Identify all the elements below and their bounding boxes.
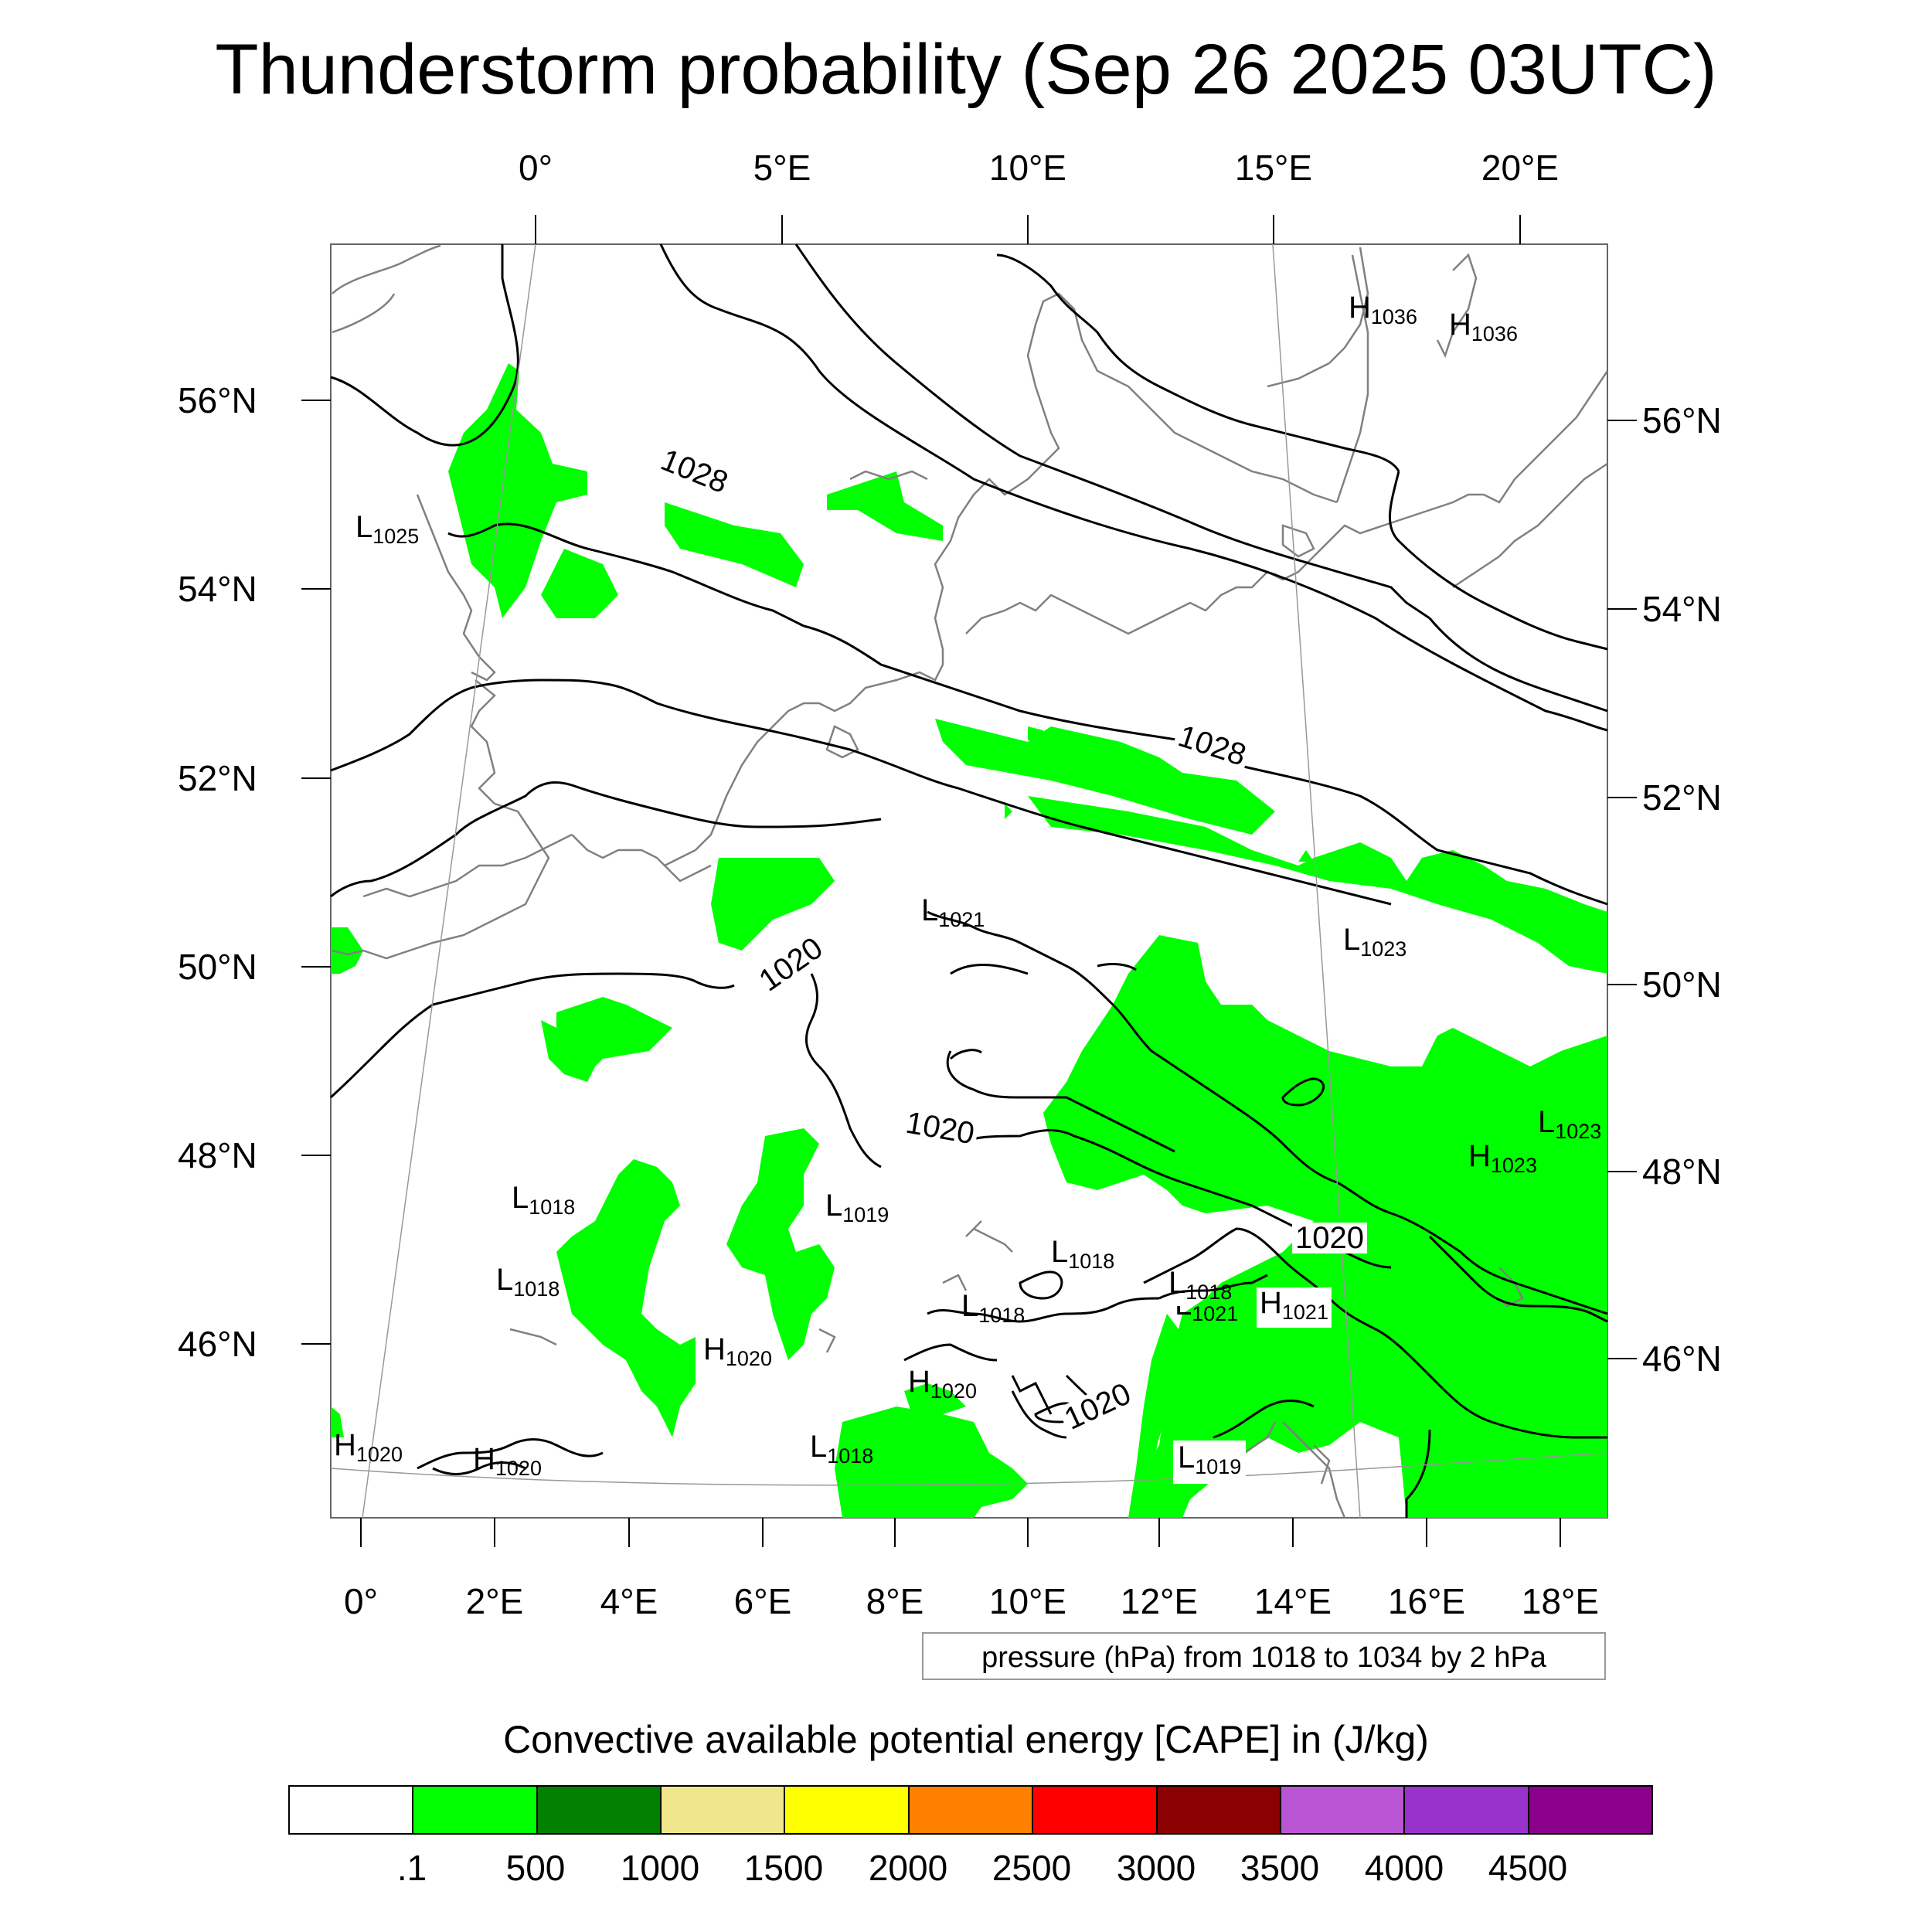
colorbar-label: 1500 — [743, 1848, 824, 1888]
left-lat-label: 50°N — [178, 947, 257, 987]
colorbar-swatch — [537, 1787, 662, 1833]
top-lon-label: 15°E — [1234, 148, 1313, 188]
bottom-lon-label: 6°E — [733, 1581, 792, 1621]
pressure-system-label: H1020 — [703, 1332, 772, 1370]
pressure-system-label: L1021 — [921, 893, 985, 931]
pressure-system-label: L1018 — [496, 1263, 560, 1301]
pressure-system-label: H1036 — [1449, 308, 1518, 345]
pressure-system-label: H1023 — [1468, 1139, 1537, 1177]
pressure-system-label: L1018 — [1168, 1266, 1233, 1304]
isobar-label: 1020 — [1292, 1223, 1367, 1253]
colorbar-swatch — [1157, 1787, 1281, 1833]
top-lon-label: 20°E — [1481, 148, 1560, 188]
colorbar-label: 4000 — [1364, 1848, 1444, 1888]
bottom-lon-label: 18°E — [1521, 1581, 1600, 1621]
colorbar-label: 4500 — [1488, 1848, 1568, 1888]
colorbar-label: .1 — [396, 1848, 427, 1888]
axis-ticks — [301, 215, 1637, 1547]
bottom-lon-label: 4°E — [600, 1581, 658, 1621]
colorbar-swatch — [1405, 1787, 1529, 1833]
bottom-lon-label: 14°E — [1253, 1581, 1332, 1621]
colorbar-label: 1000 — [620, 1848, 700, 1888]
colorbar-label: 3500 — [1240, 1848, 1320, 1888]
bottom-lon-label: 10°E — [988, 1581, 1067, 1621]
colorbar-label: 3000 — [1116, 1848, 1196, 1888]
pressure-system-label: L1018 — [512, 1181, 576, 1219]
colorbar-label: 2000 — [868, 1848, 948, 1888]
pressure-system-label: L1018 — [1051, 1235, 1115, 1273]
bottom-lon-label: 12°E — [1120, 1581, 1199, 1621]
colorbar-swatch — [1033, 1787, 1158, 1833]
isobars — [329, 243, 1608, 1518]
pressure-system-label: H1036 — [1349, 291, 1417, 328]
colorbar-swatch — [413, 1787, 538, 1833]
bottom-lon-label: 0° — [344, 1581, 378, 1621]
right-lat-label: 52°N — [1642, 777, 1722, 818]
left-lat-label: 48°N — [178, 1135, 257, 1175]
left-lat-label: 52°N — [178, 758, 257, 798]
bottom-lon-label: 2°E — [465, 1581, 524, 1621]
colorbar-swatch — [1281, 1787, 1406, 1833]
colorbar-swatch — [785, 1787, 910, 1833]
left-lat-label: 54°N — [178, 569, 257, 609]
colorbar-label: 500 — [505, 1848, 566, 1888]
right-lat-label: 48°N — [1642, 1151, 1722, 1192]
right-lat-label: 46°N — [1642, 1338, 1722, 1379]
colorbar-swatch — [290, 1787, 414, 1833]
pressure-system-label: H1021 — [1257, 1287, 1332, 1328]
colorbar — [288, 1785, 1653, 1835]
coastlines — [332, 244, 1609, 1519]
pressure-system-label: L1023 — [1343, 923, 1407, 961]
colorbar-swatch — [662, 1787, 786, 1833]
colorbar-swatch — [909, 1787, 1034, 1833]
pressure-system-label: H1020 — [334, 1428, 403, 1466]
right-lat-label: 50°N — [1642, 964, 1722, 1005]
pressure-system-label: L1018 — [810, 1430, 874, 1468]
right-lat-label: 54°N — [1642, 589, 1722, 629]
left-lat-label: 56°N — [178, 380, 257, 420]
pressure-system-label: L1019 — [825, 1189, 889, 1226]
contour-info-box: pressure (hPa) from 1018 to 1034 by 2 hP… — [922, 1632, 1606, 1680]
bottom-lon-label: 8°E — [866, 1581, 924, 1621]
graticule — [330, 243, 1608, 1519]
top-lon-label: 0° — [519, 148, 553, 188]
top-lon-label: 5°E — [753, 148, 811, 188]
pressure-system-label: L1019 — [1173, 1440, 1247, 1484]
top-lon-label: 10°E — [988, 148, 1067, 188]
map-title: Thunderstorm probability (Sep 26 2025 03… — [215, 30, 1717, 109]
left-lat-label: 46°N — [178, 1324, 257, 1364]
colorbar-label: 2500 — [992, 1848, 1072, 1888]
bottom-lon-label: 16°E — [1387, 1581, 1466, 1621]
pressure-system-label: L1025 — [355, 510, 420, 548]
pressure-system-label: H1020 — [473, 1442, 542, 1480]
colorbar-title: Convective available potential energy [C… — [503, 1718, 1429, 1761]
pressure-system-label: H1020 — [908, 1365, 977, 1403]
pressure-system-label: L1021 — [1175, 1302, 1239, 1325]
pressure-system-label: L1018 — [961, 1289, 1026, 1327]
colorbar-swatch — [1529, 1787, 1651, 1833]
pressure-system-label: L1023 — [1538, 1105, 1602, 1143]
right-lat-label: 56°N — [1642, 400, 1722, 440]
